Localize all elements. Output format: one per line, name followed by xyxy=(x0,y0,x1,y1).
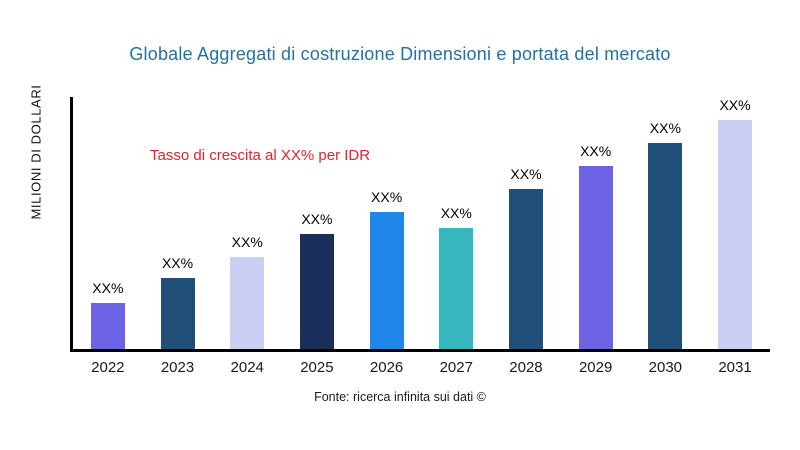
bar-data-label-2030: XX% xyxy=(649,119,681,136)
y-axis-label: MILIONI DI DOLLARI xyxy=(28,84,44,220)
bar-data-label-2026: XX% xyxy=(371,188,403,205)
x-tick-label-2026: 2026 xyxy=(369,359,404,376)
bar-2023 xyxy=(160,277,195,349)
bar-column-2025: XX% 2025 xyxy=(299,97,334,376)
source-attribution: Fonte: ricerca infinita sui dati © xyxy=(314,390,486,404)
bar-2028 xyxy=(508,188,543,349)
bar-data-label-2027: XX% xyxy=(440,204,472,221)
x-tick-label-2030: 2030 xyxy=(648,359,683,376)
bar-column-2024: XX% 2024 xyxy=(230,97,265,376)
bar-column-2031: XX% 2031 xyxy=(718,97,753,376)
bar-column-2029: XX% 2029 xyxy=(578,97,613,376)
bar-column-2030: XX% 2030 xyxy=(648,97,683,376)
bar-column-2028: XX% 2028 xyxy=(508,97,543,376)
x-tick-label-2028: 2028 xyxy=(509,359,543,376)
bar-2024 xyxy=(230,257,265,349)
bar-data-label-2023: XX% xyxy=(161,254,194,271)
bar-2027 xyxy=(439,227,474,349)
bar-data-label-2028: XX% xyxy=(510,165,542,182)
bar-2031 xyxy=(718,120,753,349)
chart-title: Globale Aggregati di costruzione Dimensi… xyxy=(129,44,671,64)
x-tick-label-2025: 2025 xyxy=(300,359,334,376)
x-tick-label-2029: 2029 xyxy=(578,359,613,376)
bar-data-label-2025: XX% xyxy=(301,211,333,228)
x-tick-label-2027: 2027 xyxy=(439,359,473,376)
plot-area: XX% 2022 XX% 2023 XX% 2024 XX% 2025 XX% 2026 XX% 20… xyxy=(70,97,770,376)
bar-2022 xyxy=(90,303,125,349)
bar-data-label-2024: XX% xyxy=(231,234,263,251)
growth-rate-annotation: Tasso di crescita al XX% per IDR xyxy=(150,147,371,164)
bar-data-label-2022: XX% xyxy=(92,280,124,297)
x-tick-label-2022: 2022 xyxy=(91,359,125,376)
bar-data-label-2029: XX% xyxy=(580,142,612,159)
bar-2026 xyxy=(369,211,404,349)
bar-2029 xyxy=(578,165,613,349)
bar-column-2022: XX% 2022 xyxy=(90,97,125,376)
bar-column-2023: XX% 2023 xyxy=(160,97,195,376)
x-tick-label-2024: 2024 xyxy=(230,359,264,376)
bar-data-label-2031: XX% xyxy=(719,97,751,113)
bar-column-2026: XX% 2026 xyxy=(369,97,404,376)
x-tick-label-2031: 2031 xyxy=(718,359,752,376)
x-tick-label-2023: 2023 xyxy=(160,359,195,376)
bar-column-2027: XX% 2027 xyxy=(439,97,474,376)
bar-2030 xyxy=(648,142,683,349)
bar-2025 xyxy=(299,234,334,349)
